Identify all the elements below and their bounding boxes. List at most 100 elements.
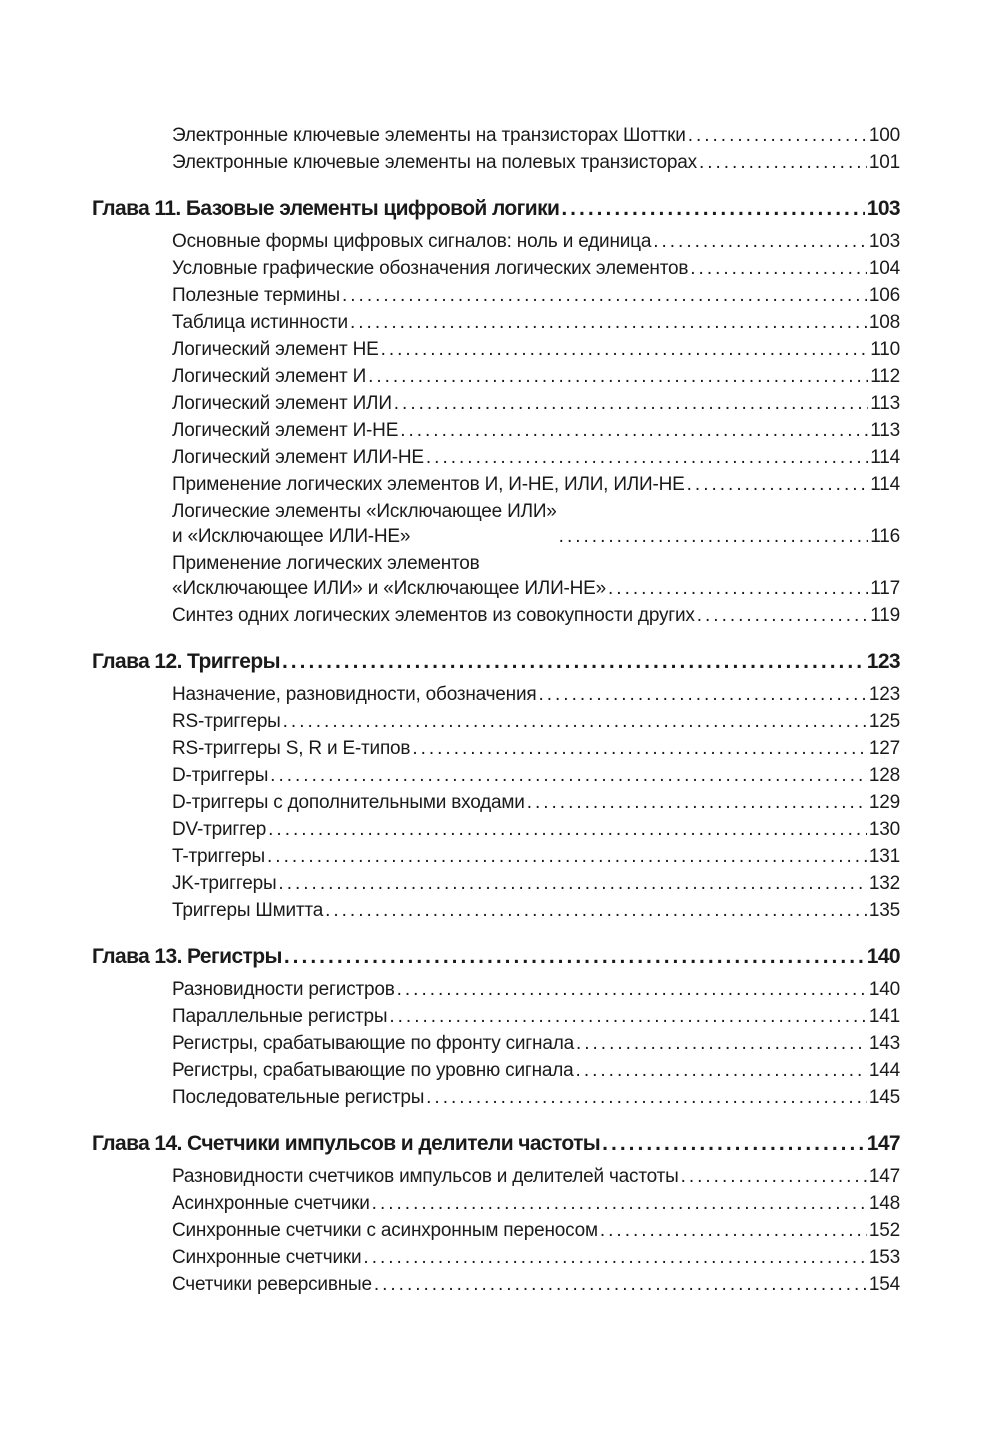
toc-entry-title: D-триггеры bbox=[172, 765, 269, 786]
toc-entry: D-триггеры 128 bbox=[172, 762, 900, 789]
toc-entry: Полезные термины 106 bbox=[172, 282, 900, 309]
toc-entry-title: Синтез одних логических элементов из сов… bbox=[172, 605, 695, 626]
toc-entry: Основные формы цифровых сигналов: ноль и… bbox=[172, 228, 900, 255]
toc-entry: Счетчики реверсивные 154 bbox=[172, 1271, 900, 1298]
toc-entry-title: RS-триггеры S, R и E-типов bbox=[172, 738, 411, 759]
chapter-heading: Глава 11. Базовые элементы цифровой логи… bbox=[92, 193, 901, 225]
dot-leader bbox=[395, 976, 867, 1003]
toc-entry-title: Синхронные счетчики bbox=[172, 1247, 362, 1268]
dot-leader bbox=[559, 193, 864, 225]
chapter-heading-page-number: 147 bbox=[866, 1132, 901, 1155]
toc-entry: Регистры, срабатывающие по уровню сигнал… bbox=[172, 1057, 900, 1084]
toc-entry: RS-триггеры 125 bbox=[172, 708, 900, 735]
toc-entry: Условные графические обозначения логичес… bbox=[172, 255, 900, 282]
toc-section: Глава 13. Регистры140Разновидности регис… bbox=[92, 941, 901, 1111]
toc-entry-page-number: 135 bbox=[868, 900, 900, 921]
toc-section: Глава 12. Триггеры123Назначение, разнови… bbox=[92, 646, 901, 924]
toc-entry-page-number: 143 bbox=[868, 1033, 900, 1054]
dot-leader bbox=[392, 390, 869, 417]
toc-entry-title: Логический элемент И-НЕ bbox=[172, 420, 399, 441]
dot-leader bbox=[398, 417, 868, 444]
toc-entry: Синхронные счетчики 153 bbox=[172, 1244, 900, 1271]
toc-entry: Триггеры Шмитта 135 bbox=[172, 897, 900, 924]
toc-entry-title: Электронные ключевые элементы на транзис… bbox=[172, 125, 686, 146]
toc-entry: Логический элемент И 112 bbox=[172, 363, 900, 390]
toc-entry-title: Условные графические обозначения логичес… bbox=[172, 258, 689, 279]
toc-entry: Синтез одних логических элементов из сов… bbox=[172, 602, 900, 629]
chapter-heading-page-number: 123 bbox=[866, 650, 901, 673]
toc-entry-page-number: 110 bbox=[870, 339, 900, 360]
toc-entry: Логические элементы «Исключающее ИЛИ» и … bbox=[172, 498, 900, 550]
dot-leader bbox=[598, 1217, 867, 1244]
toc-entry-title: Счетчики реверсивные bbox=[172, 1274, 372, 1295]
toc-entry-page-number: 127 bbox=[868, 738, 900, 759]
toc-entry-title: T-триггеры bbox=[172, 846, 266, 867]
toc-entry-title: Асинхронные счетчики bbox=[172, 1193, 370, 1214]
dot-leader bbox=[695, 602, 869, 629]
toc-entry: Последовательные регистры 145 bbox=[172, 1084, 900, 1111]
dot-leader bbox=[281, 708, 867, 735]
toc-entry: Параллельные регистры 141 bbox=[172, 1003, 900, 1030]
toc-entry: Разновидности счетчиков импульсов и дели… bbox=[172, 1163, 900, 1190]
chapter-heading-title: Глава 13. Регистры bbox=[92, 945, 282, 968]
dot-leader bbox=[679, 1163, 867, 1190]
toc-entry-title: Логический элемент ИЛИ bbox=[172, 393, 392, 414]
toc-entry-page-number: 153 bbox=[868, 1247, 900, 1268]
toc-entry-title: Регистры, срабатывающие по уровню сигнал… bbox=[172, 1060, 574, 1081]
toc-entry: Асинхронные счетчики 148 bbox=[172, 1190, 900, 1217]
dot-leader bbox=[424, 444, 868, 471]
toc-entry: Назначение, разновидности, обозначения 12… bbox=[172, 681, 900, 708]
dot-leader bbox=[686, 122, 867, 149]
toc-entry-title: Применение логических элементов И, И-НЕ,… bbox=[172, 474, 685, 495]
toc-section: Глава 11. Базовые элементы цифровой логи… bbox=[92, 193, 901, 629]
dot-leader bbox=[348, 309, 867, 336]
toc-entry-title: Триггеры Шмитта bbox=[172, 900, 324, 921]
toc-entry-page-number: 132 bbox=[868, 873, 900, 894]
toc-entry-page-number: 140 bbox=[868, 979, 900, 1000]
toc-entry-page-number: 114 bbox=[870, 474, 900, 495]
toc-entry: T-триггеры 131 bbox=[172, 843, 900, 870]
toc-entry-title: Электронные ключевые элементы на полевых… bbox=[172, 152, 697, 173]
toc-entry-page-number: 119 bbox=[870, 605, 900, 626]
toc-entry-title: Таблица истинности bbox=[172, 312, 348, 333]
toc-entry: Логический элемент И-НЕ 113 bbox=[172, 417, 900, 444]
dot-leader bbox=[361, 1244, 866, 1271]
toc-entry-page-number: 154 bbox=[868, 1274, 900, 1295]
toc-entry-page-number: 113 bbox=[870, 393, 900, 414]
dot-leader bbox=[282, 941, 865, 973]
toc-entry-page-number: 128 bbox=[868, 765, 900, 786]
toc-entry-title: Полезные термины bbox=[172, 285, 340, 306]
toc-entry-page-number: 106 bbox=[868, 285, 900, 306]
chapter-heading-page-number: 103 bbox=[866, 197, 901, 220]
toc-entry-title: Регистры, срабатывающие по фронту сигнал… bbox=[172, 1033, 574, 1054]
toc-entry-title: Разновидности счетчиков импульсов и дели… bbox=[172, 1166, 679, 1187]
toc-entry-title: Применение логических элементов «Исключа… bbox=[172, 553, 607, 599]
toc-entry-page-number: 147 bbox=[868, 1166, 900, 1187]
toc-entry-title: Назначение, разновидности, обозначения bbox=[172, 684, 537, 705]
dot-leader bbox=[651, 228, 867, 255]
chapter-heading: Глава 14. Счетчики импульсов и делители … bbox=[92, 1128, 901, 1160]
toc-entry-page-number: 152 bbox=[868, 1220, 900, 1241]
toc-entry-page-number: 123 bbox=[868, 684, 900, 705]
dot-leader bbox=[280, 646, 865, 678]
toc-entry: Применение логических элементов И, И-НЕ,… bbox=[172, 471, 900, 498]
toc-entry-page-number: 130 bbox=[868, 819, 900, 840]
toc-entry-page-number: 103 bbox=[868, 231, 900, 252]
toc-entry: JK-триггеры 132 bbox=[172, 870, 900, 897]
toc-entry: D-триггеры с дополнительными входами 129 bbox=[172, 789, 900, 816]
toc-entry-title: JK-триггеры bbox=[172, 873, 277, 894]
dot-leader bbox=[372, 1271, 867, 1298]
toc-entry: Синхронные счетчики с асинхронным перено… bbox=[172, 1217, 900, 1244]
toc-entry-page-number: 113 bbox=[870, 420, 900, 441]
toc-entry-page-number: 129 bbox=[868, 792, 900, 813]
dot-leader bbox=[340, 282, 867, 309]
dot-leader bbox=[265, 843, 867, 870]
toc-entry: Логический элемент НЕ 110 bbox=[172, 336, 900, 363]
toc-entry-title: RS-триггеры bbox=[172, 711, 281, 732]
toc-entry: Регистры, срабатывающие по фронту сигнал… bbox=[172, 1030, 900, 1057]
dot-leader bbox=[685, 471, 869, 498]
toc-entry-title: Логический элемент НЕ bbox=[172, 339, 379, 360]
toc-entry-page-number: 131 bbox=[868, 846, 900, 867]
dot-leader bbox=[424, 1084, 867, 1111]
toc-entry-page-number: 125 bbox=[868, 711, 900, 732]
